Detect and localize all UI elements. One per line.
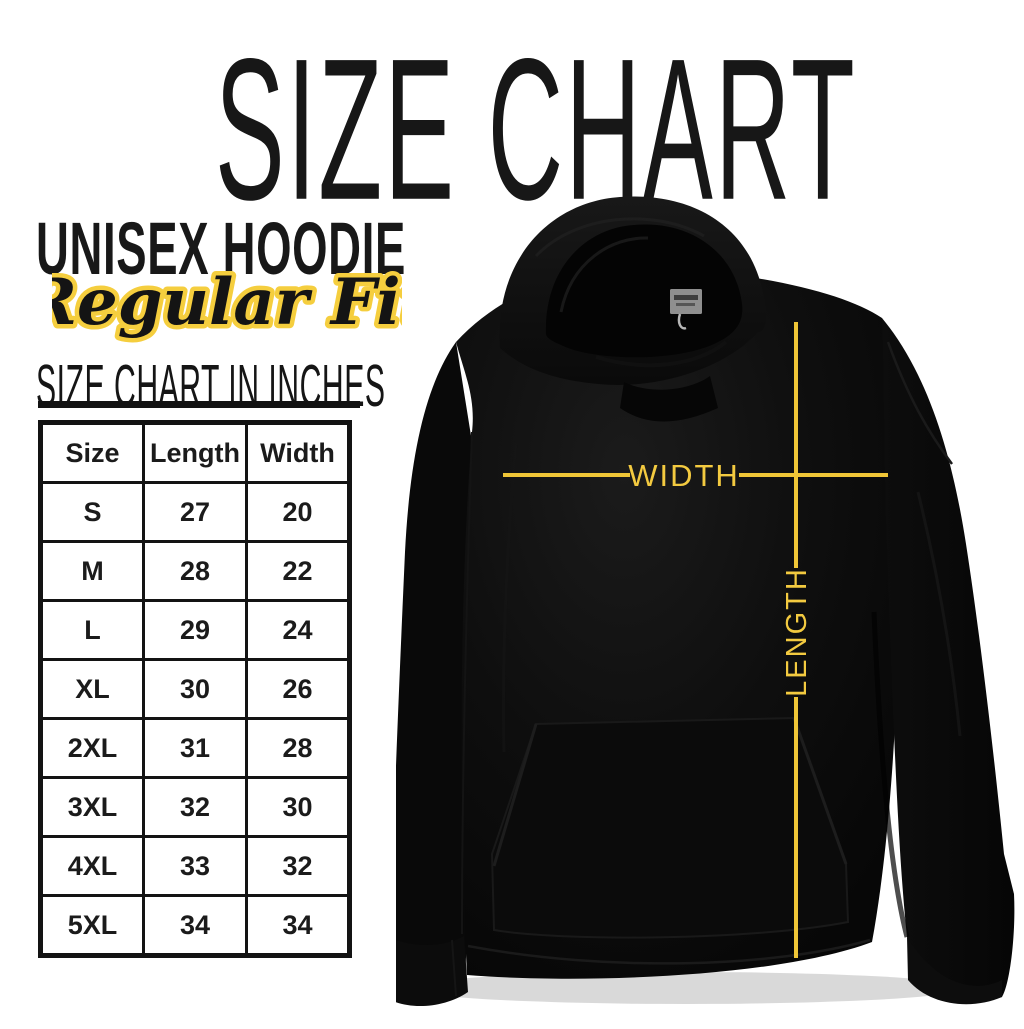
width-cell: 24	[245, 599, 351, 661]
size-cell: XL	[39, 658, 145, 720]
width-cell: 30	[245, 776, 351, 838]
length-cell: 33	[142, 835, 248, 897]
fit-label: Regular Fit	[52, 265, 402, 340]
chest-wrinkle	[502, 441, 518, 753]
kangaroo-pocket	[490, 716, 850, 939]
left-sleeve	[388, 342, 480, 997]
size-cell: L	[39, 599, 145, 661]
table-heading-underline	[38, 401, 360, 408]
length-cell: 34	[142, 894, 248, 957]
size-cell: 4XL	[39, 835, 145, 897]
width-measure-label: WIDTH	[628, 458, 740, 493]
length-cell: 31	[142, 717, 248, 779]
page-title: SIZE CHART	[215, 17, 858, 243]
hoodie-photo: WIDTH LENGTH	[384, 192, 1024, 1024]
product-name-heading: UNISEX HOODIE	[36, 207, 406, 290]
left-cuff	[384, 936, 468, 1007]
sleeve-wrinkle	[916, 491, 962, 737]
hem-seam	[467, 938, 871, 965]
table-heading: SIZE CHART IN INCHES	[36, 353, 386, 420]
sleeve-body-shadow	[871, 611, 910, 938]
size-cell: 2XL	[39, 717, 145, 779]
right-sleeve	[882, 318, 1015, 1000]
table-row: 4XL 33 32	[39, 835, 351, 897]
length-cell: 29	[142, 599, 248, 661]
hood-highlight	[534, 217, 705, 258]
width-cell: 22	[245, 540, 351, 602]
length-cell: 30	[142, 658, 248, 720]
table-row: XL 30 26	[39, 658, 351, 720]
cuff-seam	[451, 939, 457, 997]
size-cell: 3XL	[39, 776, 145, 838]
table-header-row: Size Length Width	[39, 421, 351, 484]
length-cell: 27	[142, 481, 248, 543]
width-cell: 28	[245, 717, 351, 779]
fit-style-text-graphic: Regular Fit	[52, 261, 402, 345]
column-header-width: Width	[245, 421, 351, 484]
length-cell: 28	[142, 540, 248, 602]
table-row: L 29 24	[39, 599, 351, 661]
hood-drape-fold	[595, 340, 728, 368]
neck-tag-text-mark-small	[676, 303, 695, 306]
ground-shadow	[406, 972, 966, 1004]
pocket-opening-left	[492, 723, 538, 867]
brand-neck-tag	[670, 289, 702, 314]
hood-opening	[545, 224, 743, 358]
width-cell: 34	[245, 894, 351, 957]
drawcord-tip	[677, 313, 687, 330]
shoulder-seam	[886, 341, 954, 465]
length-cell: 32	[142, 776, 248, 838]
left-body-seam	[461, 431, 473, 935]
column-header-length: Length	[142, 421, 248, 484]
table-row: M 28 22	[39, 540, 351, 602]
right-cuff	[907, 937, 1002, 1005]
width-cell: 26	[245, 658, 351, 720]
table-row: 5XL 34 34	[39, 894, 351, 957]
hoodie-illustration: WIDTH LENGTH	[384, 196, 1015, 1007]
pocket-opening-right	[792, 717, 848, 865]
table-row: S 27 20	[39, 481, 351, 543]
length-measure-label: LENGTH	[781, 567, 813, 697]
size-cell: M	[39, 540, 145, 602]
size-cell: 5XL	[39, 894, 145, 957]
neckline	[620, 376, 718, 422]
table-row: 2XL 31 28	[39, 717, 351, 779]
width-cell: 20	[245, 481, 351, 543]
width-cell: 32	[245, 835, 351, 897]
column-header-size: Size	[39, 421, 145, 484]
size-cell: S	[39, 481, 145, 543]
hood-fold	[559, 236, 649, 313]
size-table: Size Length Width S 27 20 M 28 22 L 29 2…	[38, 420, 352, 958]
neck-tag-text-mark	[674, 295, 698, 300]
table-row: 3XL 32 30	[39, 776, 351, 838]
